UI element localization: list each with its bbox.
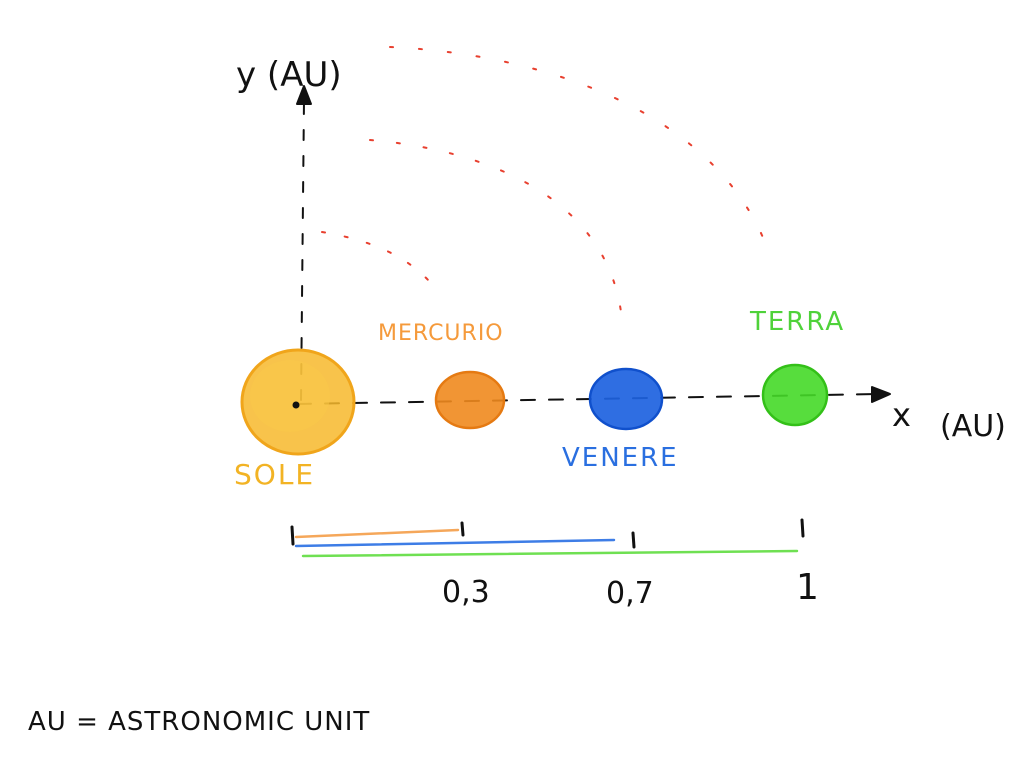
x-axis-arrow-icon: [871, 386, 891, 403]
mercury-orbit-arc: [321, 231, 431, 283]
venus-label: VENERE: [562, 443, 679, 473]
scale-tick-label-0-3: 0,3: [442, 575, 490, 610]
earth-scale-bar: [301, 549, 799, 558]
mercury-label: MERCURIO: [378, 321, 504, 346]
earth-orbit-arc: [389, 46, 769, 251]
mercury-scale-bar: [294, 528, 460, 539]
origin-point: [292, 401, 300, 409]
x-axis-unit: (AU): [940, 409, 1006, 444]
footnote: AU = ASTRONOMIC UNIT: [28, 707, 370, 737]
y-axis-label: y (AU): [236, 55, 342, 95]
scale-tick-label-0-7: 0,7: [606, 576, 654, 611]
mercury-body: [434, 370, 506, 430]
scale-tick-0-3: [460, 521, 465, 537]
scale-tick-0-7: [631, 531, 636, 549]
venus-orbit-arc: [369, 139, 623, 321]
y-axis-arrow-icon: [296, 85, 312, 105]
scale-tick-1: [800, 518, 805, 538]
venus-scale-bar: [294, 538, 616, 548]
venus-body: [588, 367, 664, 431]
sun-body: [240, 348, 356, 456]
scale-tick-0: [290, 525, 295, 546]
x-axis-label: x: [892, 396, 911, 434]
sun-label: SOLE: [234, 458, 315, 491]
earth-label: TERRA: [749, 307, 845, 337]
scale-tick-label-1: 1: [796, 567, 819, 608]
earth-body: [761, 363, 829, 427]
